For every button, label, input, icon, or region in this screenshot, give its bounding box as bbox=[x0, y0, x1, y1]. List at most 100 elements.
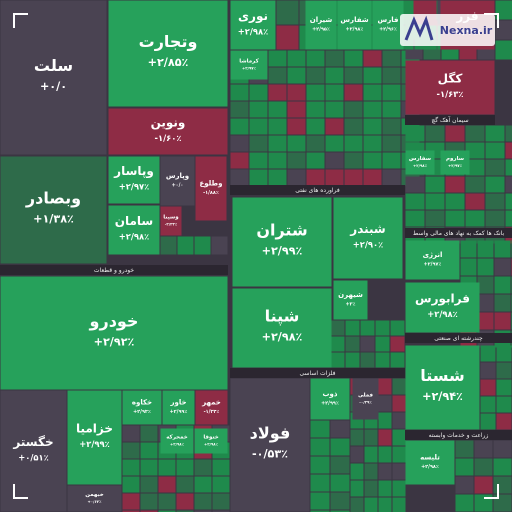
tile-change: +۲/۹۰٪ bbox=[353, 240, 384, 250]
cell bbox=[460, 240, 477, 258]
cell bbox=[505, 142, 512, 159]
cell bbox=[494, 294, 511, 312]
tile bbox=[108, 108, 228, 155]
cell bbox=[405, 176, 425, 193]
cell bbox=[382, 84, 401, 101]
sector-title: زراعت و خدمات وابسته bbox=[429, 432, 489, 439]
tile-change: +۲/۹۷٪ bbox=[119, 182, 150, 192]
cell bbox=[350, 497, 364, 512]
cell bbox=[230, 169, 249, 186]
tile bbox=[108, 156, 160, 204]
cell bbox=[176, 493, 194, 510]
cell bbox=[425, 176, 445, 193]
cell bbox=[493, 440, 512, 458]
tile bbox=[405, 60, 495, 115]
tile-change: +۰/۶۳٪ bbox=[87, 499, 102, 504]
cell bbox=[268, 67, 287, 84]
tile-change: -۱/۳۴٪ bbox=[204, 409, 220, 415]
cell bbox=[495, 40, 512, 60]
tile-name: خودرو bbox=[89, 311, 139, 330]
cell bbox=[455, 458, 474, 476]
frame-corner bbox=[484, 484, 499, 499]
tile-change: -۰/۴۹٪ bbox=[359, 399, 372, 404]
cell bbox=[363, 135, 382, 152]
cell bbox=[382, 50, 401, 67]
cell bbox=[268, 118, 287, 135]
cell bbox=[212, 459, 230, 476]
cell bbox=[177, 236, 194, 255]
cell bbox=[268, 169, 287, 186]
tile bbox=[230, 50, 268, 80]
cell bbox=[378, 429, 392, 446]
cell bbox=[194, 493, 212, 510]
cell bbox=[212, 510, 230, 512]
cell bbox=[325, 152, 344, 169]
cell bbox=[494, 240, 511, 258]
cell bbox=[287, 169, 306, 186]
cell bbox=[364, 429, 378, 446]
cell bbox=[306, 169, 325, 186]
cell bbox=[485, 125, 505, 142]
tile bbox=[122, 390, 162, 425]
sector-title: بانک ها کمک به نهاد های مالی واسط bbox=[413, 230, 505, 237]
cell bbox=[230, 101, 249, 118]
cell bbox=[474, 476, 493, 494]
cell bbox=[344, 67, 363, 84]
cell bbox=[325, 84, 344, 101]
cell bbox=[268, 101, 287, 118]
sector-header bbox=[405, 430, 512, 440]
cell bbox=[194, 476, 212, 493]
tile-name: وطلوع bbox=[200, 180, 223, 188]
cell bbox=[445, 193, 465, 210]
cell bbox=[493, 476, 512, 494]
tile bbox=[372, 0, 404, 50]
cell bbox=[474, 458, 493, 476]
tile-change: +۲/۹۸٪ bbox=[421, 464, 439, 470]
cell bbox=[306, 152, 325, 169]
cell bbox=[140, 493, 158, 510]
tile-change: +۲/۸۵٪ bbox=[148, 56, 189, 69]
tile bbox=[333, 280, 368, 320]
cell bbox=[325, 50, 344, 67]
cell bbox=[382, 135, 401, 152]
cell bbox=[390, 336, 405, 352]
sector-title: چندرشته ای صنعتی bbox=[434, 335, 483, 342]
tile-name: تلیسه bbox=[420, 454, 440, 462]
sector-title: سیمان آهک گچ bbox=[431, 115, 468, 124]
cell bbox=[344, 152, 363, 169]
cell bbox=[392, 412, 406, 429]
tile bbox=[162, 390, 195, 425]
tile bbox=[0, 276, 228, 390]
cell bbox=[378, 395, 392, 412]
tile-change: +۲/۹۸٪ bbox=[427, 309, 458, 319]
tile bbox=[405, 240, 460, 280]
cell bbox=[230, 118, 249, 135]
cell bbox=[465, 142, 485, 159]
tile-name: فرابورس bbox=[415, 292, 470, 307]
tile-change: +۲/۹۷٪ bbox=[242, 65, 257, 70]
tile-change: +۲/۹۹٪ bbox=[170, 409, 188, 415]
cell bbox=[325, 118, 344, 135]
tile-change: +۲/۹۵٪ bbox=[312, 27, 330, 33]
tile-change: -۱/۶۳٪ bbox=[437, 89, 464, 99]
cell bbox=[382, 101, 401, 118]
cell bbox=[344, 135, 363, 152]
tile bbox=[405, 282, 480, 333]
cell bbox=[480, 413, 496, 430]
tile-change: -۰/۵۳٪ bbox=[252, 448, 288, 461]
cell bbox=[140, 510, 158, 512]
tile-change: +۲/۹۸٪ bbox=[346, 27, 364, 33]
cell bbox=[194, 510, 212, 512]
sector-title: خودرو و قطعات bbox=[94, 267, 134, 274]
tile bbox=[194, 428, 228, 454]
sector-header bbox=[230, 185, 405, 195]
cell bbox=[140, 459, 158, 476]
cell bbox=[360, 336, 375, 352]
cell bbox=[194, 236, 211, 255]
tile-name: کرماشا bbox=[239, 58, 259, 65]
sector-header bbox=[0, 265, 228, 275]
tile-name: خکاوه bbox=[132, 399, 152, 407]
tile-change: +۲/۹۴٪ bbox=[133, 409, 151, 415]
cell bbox=[392, 463, 406, 480]
